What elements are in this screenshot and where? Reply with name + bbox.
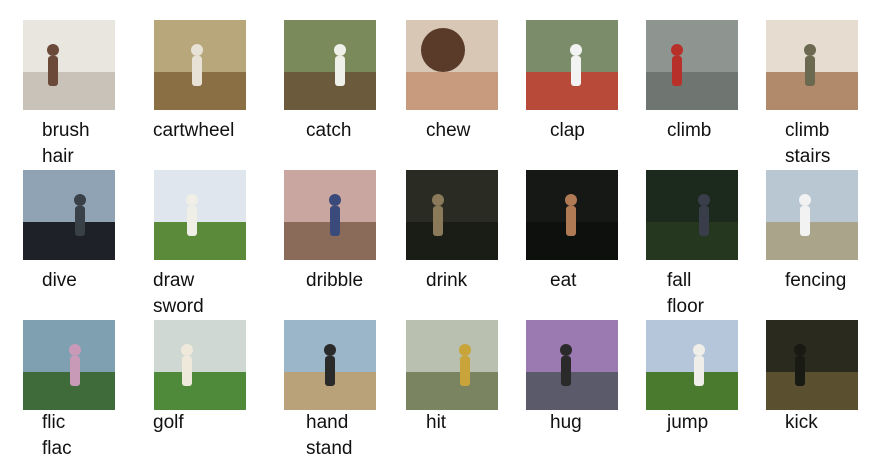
thumbnail-dive bbox=[23, 170, 115, 260]
gym-thumbnail bbox=[284, 170, 376, 260]
label-line: cartwheel bbox=[153, 120, 235, 141]
label-chew: chew bbox=[426, 118, 536, 144]
label-draw-sword: draw sword bbox=[153, 268, 263, 320]
thumbnail-golf bbox=[154, 320, 246, 410]
person-thumbnail bbox=[23, 20, 115, 110]
label-hit: hit bbox=[426, 410, 536, 436]
rock-thumbnail bbox=[646, 20, 738, 110]
crowd-thumbnail bbox=[23, 170, 115, 260]
label-line: eat bbox=[550, 270, 577, 291]
label-line: dive bbox=[42, 270, 77, 291]
label-line: climb bbox=[667, 120, 712, 141]
label-line: draw bbox=[153, 270, 195, 291]
label-golf: golf bbox=[153, 410, 263, 436]
label-line: hair bbox=[42, 146, 74, 167]
thumbnail-catch bbox=[284, 20, 376, 110]
thumbnail-fencing bbox=[766, 170, 858, 260]
gym-thumbnail bbox=[284, 20, 376, 110]
gym-thumbnail bbox=[154, 20, 246, 110]
label-line: sword bbox=[153, 296, 204, 317]
thumbnail-drink bbox=[406, 170, 498, 260]
label-flic-flac: flic flac bbox=[42, 410, 152, 462]
field-thumbnail bbox=[23, 320, 115, 410]
thumbnail-draw-sword bbox=[154, 170, 246, 260]
label-line: jump bbox=[667, 412, 709, 433]
label-dive: dive bbox=[42, 268, 152, 294]
label-line: stairs bbox=[785, 146, 831, 167]
crowd-thumbnail bbox=[526, 320, 618, 410]
label-line: dribble bbox=[306, 270, 364, 291]
face-thumbnail bbox=[406, 20, 498, 110]
thumbnail-brush-hair bbox=[23, 20, 115, 110]
thumbnail-hug bbox=[526, 320, 618, 410]
label-brush-hair: brush hair bbox=[42, 118, 152, 170]
label-jump: jump bbox=[667, 410, 777, 436]
field-thumbnail bbox=[646, 320, 738, 410]
field-thumbnail bbox=[154, 170, 246, 260]
label-line: golf bbox=[153, 412, 184, 433]
thumbnail-clap bbox=[526, 20, 618, 110]
thumbnail-cartwheel bbox=[154, 20, 246, 110]
thumbnail-jump bbox=[646, 320, 738, 410]
label-line: catch bbox=[306, 120, 352, 141]
label-line: climb bbox=[785, 120, 830, 141]
label-hand-stand: hand stand bbox=[306, 410, 416, 462]
label-drink: drink bbox=[426, 268, 536, 294]
label-kick: kick bbox=[785, 410, 871, 436]
label-line: fall bbox=[667, 270, 692, 291]
field-thumbnail bbox=[154, 320, 246, 410]
thumbnail-dribble bbox=[284, 170, 376, 260]
label-fencing: fencing bbox=[785, 268, 871, 294]
label-line: stand bbox=[306, 438, 353, 459]
label-cartwheel: cartwheel bbox=[153, 118, 263, 144]
thumbnail-fall-floor bbox=[646, 170, 738, 260]
thumbnail-hand-stand bbox=[284, 320, 376, 410]
label-climb-stairs: climb stairs bbox=[785, 118, 871, 170]
dark-thumbnail bbox=[646, 170, 738, 260]
label-catch: catch bbox=[306, 118, 416, 144]
beach-thumbnail bbox=[284, 320, 376, 410]
thumbnail-climb bbox=[646, 20, 738, 110]
blur-thumbnail bbox=[406, 320, 498, 410]
thumbnail-flic-flac bbox=[23, 320, 115, 410]
label-line: clap bbox=[550, 120, 585, 141]
label-line: drink bbox=[426, 270, 468, 291]
label-line: fencing bbox=[785, 270, 847, 291]
dark-thumbnail bbox=[766, 320, 858, 410]
dark-thumbnail bbox=[526, 170, 618, 260]
thumbnail-climb-stairs bbox=[766, 20, 858, 110]
thumbnail-eat bbox=[526, 170, 618, 260]
label-line: hug bbox=[550, 412, 582, 433]
label-hug: hug bbox=[550, 410, 660, 436]
label-line: floor bbox=[667, 296, 704, 317]
label-climb: climb bbox=[667, 118, 777, 144]
label-line: kick bbox=[785, 412, 818, 433]
label-line: flic bbox=[42, 412, 66, 433]
label-line: hand bbox=[306, 412, 349, 433]
label-fall-floor: fall floor bbox=[667, 268, 777, 320]
people-thumbnail bbox=[526, 20, 618, 110]
thumbnail-chew bbox=[406, 20, 498, 110]
label-clap: clap bbox=[550, 118, 660, 144]
stairs-thumbnail bbox=[766, 20, 858, 110]
label-line: brush bbox=[42, 120, 90, 141]
dark-thumbnail bbox=[406, 170, 498, 260]
label-dribble: dribble bbox=[306, 268, 416, 294]
thumbnail-kick bbox=[766, 320, 858, 410]
label-line: flac bbox=[42, 438, 72, 459]
label-line: chew bbox=[426, 120, 471, 141]
label-line: hit bbox=[426, 412, 447, 433]
thumbnail-hit bbox=[406, 320, 498, 410]
label-eat: eat bbox=[550, 268, 660, 294]
field-thumbnail bbox=[766, 170, 858, 260]
